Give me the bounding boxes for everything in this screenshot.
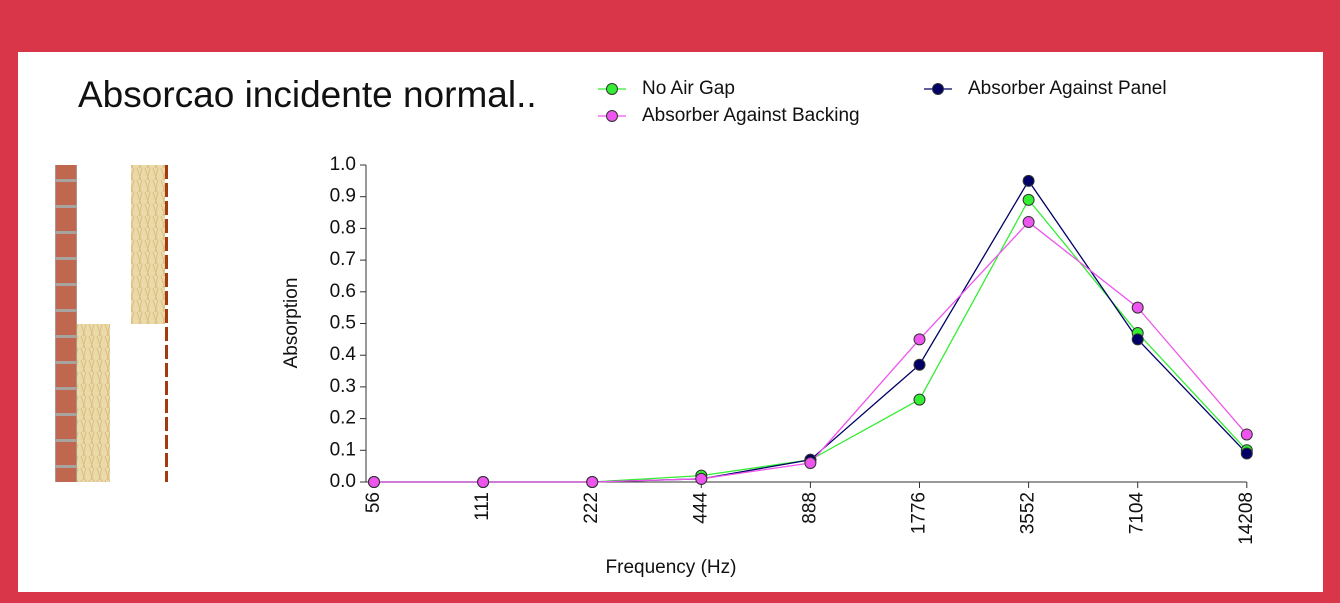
diagram bbox=[55, 165, 168, 482]
panel bbox=[18, 52, 1323, 592]
y-tick-label: 0.1 bbox=[330, 439, 356, 460]
chart-title: Absorcao incidente normal.. bbox=[78, 74, 537, 115]
y-tick-label: 0.2 bbox=[330, 408, 356, 429]
x-tick-label: 111 bbox=[472, 492, 493, 521]
series-line bbox=[374, 179, 1248, 483]
data-point bbox=[1022, 193, 1035, 206]
x-axis-label: Frequency (Hz) bbox=[606, 557, 737, 578]
data-point bbox=[804, 456, 817, 469]
data-point bbox=[368, 476, 380, 488]
y-tick-label: 0.4 bbox=[330, 344, 357, 365]
legend-marker bbox=[932, 83, 944, 95]
data-point bbox=[1240, 447, 1253, 460]
data-point bbox=[1131, 333, 1144, 346]
legend-marker bbox=[606, 110, 618, 122]
data-point bbox=[586, 476, 599, 488]
y-tick-label: 0.0 bbox=[330, 471, 356, 492]
y-tick-label: 0.7 bbox=[330, 249, 356, 270]
data-point bbox=[1022, 174, 1035, 187]
y-tick-label: 0.6 bbox=[330, 281, 356, 302]
data-point bbox=[1131, 301, 1144, 314]
x-tick-label: 1776 bbox=[909, 492, 930, 534]
y-tick-label: 0.5 bbox=[330, 313, 356, 334]
data-point bbox=[1022, 216, 1035, 229]
y-tick-label: 1.0 bbox=[330, 154, 356, 175]
data-point bbox=[695, 472, 708, 485]
x-tick-label: 444 bbox=[690, 492, 711, 524]
data-point bbox=[477, 476, 490, 488]
data-point bbox=[913, 333, 926, 346]
legend-label: No Air Gap bbox=[642, 78, 735, 99]
data-point bbox=[1240, 428, 1253, 441]
y-tick-label: 0.8 bbox=[330, 217, 356, 238]
data-point bbox=[913, 358, 926, 371]
x-tick-label: 888 bbox=[799, 492, 820, 524]
x-tick-label: 14208 bbox=[1236, 492, 1257, 545]
absorber bbox=[77, 324, 110, 482]
y-tick-label: 0.3 bbox=[330, 376, 356, 397]
x-tick-label: 222 bbox=[581, 492, 602, 524]
x-tick-label: 3552 bbox=[1018, 492, 1039, 534]
x-tick-label: 7104 bbox=[1127, 492, 1148, 535]
legend-marker bbox=[606, 83, 618, 95]
legend-label: Absorber Against Backing bbox=[642, 105, 860, 126]
series-line bbox=[374, 221, 1248, 483]
data-point bbox=[913, 393, 926, 406]
x-tick-label: 56 bbox=[363, 492, 384, 513]
legend-label: Absorber Against Panel bbox=[968, 78, 1167, 99]
brick-wall bbox=[55, 165, 77, 482]
y-tick-label: 0.9 bbox=[330, 186, 356, 207]
series-line bbox=[374, 198, 1248, 483]
absorber bbox=[131, 165, 165, 324]
y-axis-label: Absorption bbox=[281, 278, 302, 369]
